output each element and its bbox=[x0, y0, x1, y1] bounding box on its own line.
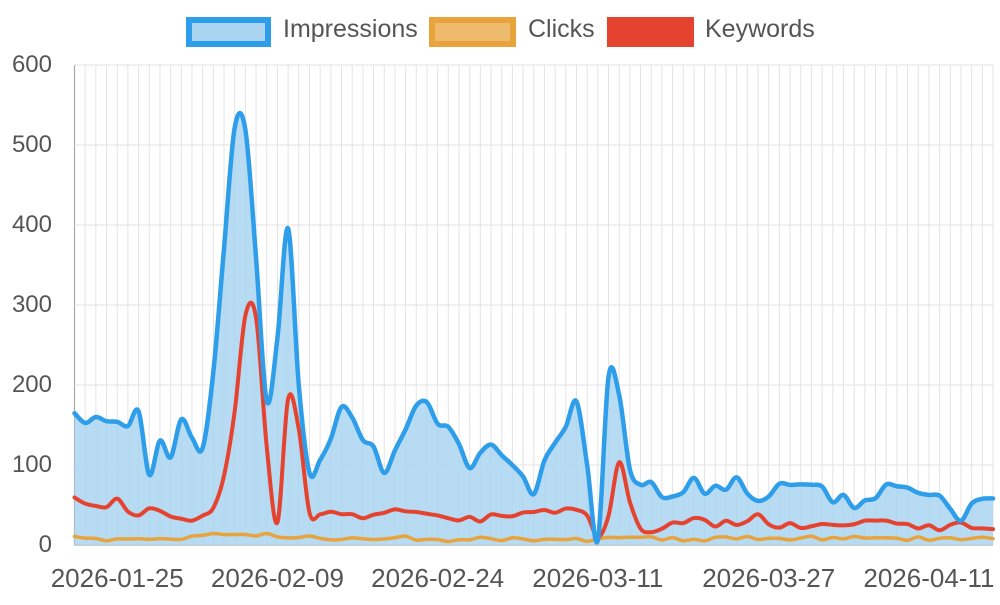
svg-text:0: 0 bbox=[39, 531, 52, 558]
svg-text:2026-02-24: 2026-02-24 bbox=[371, 563, 504, 593]
svg-text:300: 300 bbox=[12, 291, 52, 318]
svg-text:2026-03-27: 2026-03-27 bbox=[702, 563, 835, 593]
svg-text:200: 200 bbox=[12, 371, 52, 398]
svg-text:500: 500 bbox=[12, 131, 52, 158]
svg-text:2026-02-09: 2026-02-09 bbox=[211, 563, 344, 593]
svg-text:400: 400 bbox=[12, 211, 52, 238]
svg-text:2026-04-11: 2026-04-11 bbox=[863, 563, 994, 593]
svg-text:2026-03-11: 2026-03-11 bbox=[532, 563, 663, 593]
svg-text:2026-01-25: 2026-01-25 bbox=[51, 563, 184, 593]
svg-text:100: 100 bbox=[12, 451, 52, 478]
